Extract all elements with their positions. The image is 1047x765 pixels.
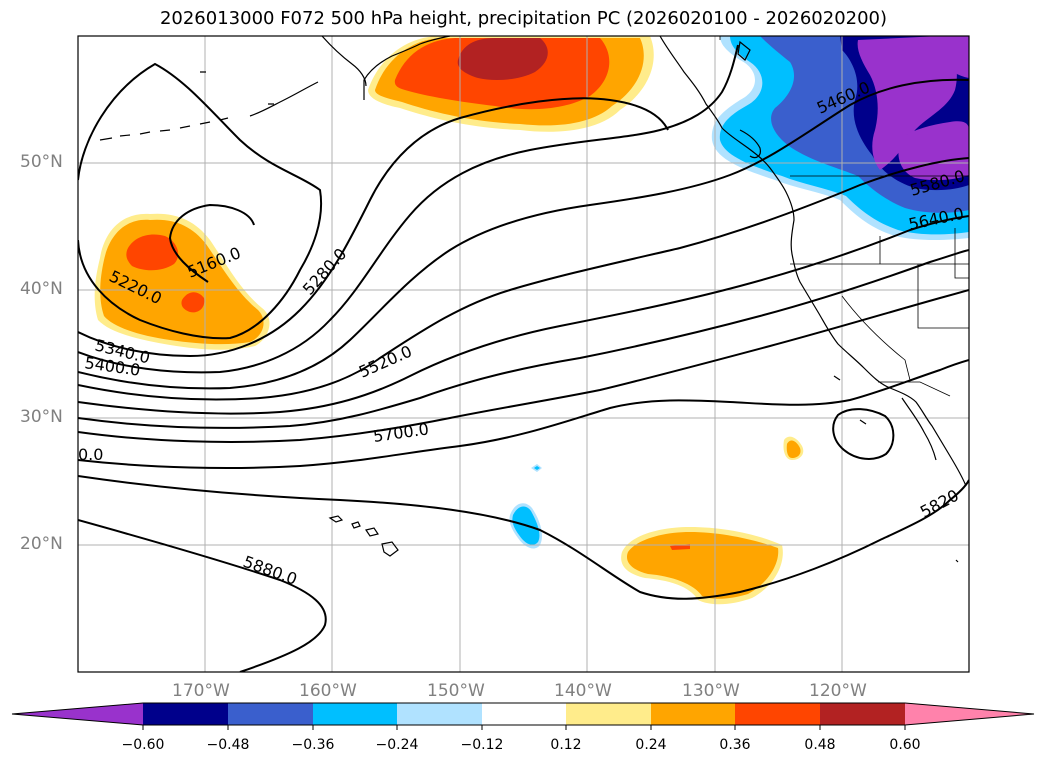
map-frame — [77, 35, 970, 673]
colorbar-tick-label: −0.24 — [375, 737, 419, 753]
colorbar-tick-marks — [142, 725, 906, 730]
colorbar-tick-label: 0.12 — [550, 737, 582, 753]
lon-label-130w: 130°W — [682, 681, 740, 701]
map-title: 2026013000 F072 500 hPa height, precipit… — [159, 8, 888, 29]
lat-label-20n: 20°N — [20, 534, 63, 554]
colorbar-tick-label: −0.48 — [206, 737, 250, 753]
lon-label-160w: 160°W — [299, 681, 357, 701]
colorbar — [11, 702, 1035, 730]
map-plot-area: 5160.0 5220.0 5280.0 5340.0 5400.0 5460.… — [78, 36, 969, 672]
colorbar-tick-label: −0.36 — [291, 737, 335, 753]
lon-label-120w: 120°W — [809, 681, 867, 701]
colorbar-cell — [313, 703, 397, 725]
colorbar-cell — [820, 703, 905, 725]
graticule — [78, 36, 969, 672]
lat-label-30n: 30°N — [20, 407, 63, 427]
lon-label-170w: 170°W — [172, 681, 230, 701]
colorbar-cell — [651, 703, 735, 725]
contour-label-edge: 0.0 — [78, 445, 103, 464]
precip-region-central-pacific — [94, 213, 270, 350]
colorbar-cell — [397, 703, 482, 725]
colorbar-tick-label: −0.60 — [121, 737, 165, 753]
colorbar-tick-label: 0.60 — [889, 737, 921, 753]
colorbar-tick-label: 0.36 — [719, 737, 751, 753]
precip-region-gulf-of-alaska — [368, 36, 654, 132]
colorbar-cell — [228, 703, 313, 725]
precip-region-northwest-negative — [711, 36, 969, 240]
colorbar-cell — [905, 703, 1034, 725]
coastlines — [99, 36, 967, 563]
precip-region-tropical — [621, 436, 804, 605]
colorbar-cell — [735, 703, 820, 725]
colorbar-tick-label: 0.24 — [635, 737, 667, 753]
lon-label-150w: 150°W — [427, 681, 485, 701]
colorbar-cell — [566, 703, 651, 725]
colorbar-cell — [482, 703, 566, 725]
lon-label-140w: 140°W — [554, 681, 612, 701]
political-borders — [719, 36, 969, 397]
lat-label-50n: 50°N — [20, 152, 63, 172]
colorbar-tick-label: 0.48 — [804, 737, 836, 753]
lat-label-40n: 40°N — [20, 279, 63, 299]
colorbar-cell — [12, 703, 143, 725]
height-contours — [78, 44, 969, 672]
colorbar-tick-label: −0.12 — [460, 737, 504, 753]
colorbar-cell — [143, 703, 228, 725]
